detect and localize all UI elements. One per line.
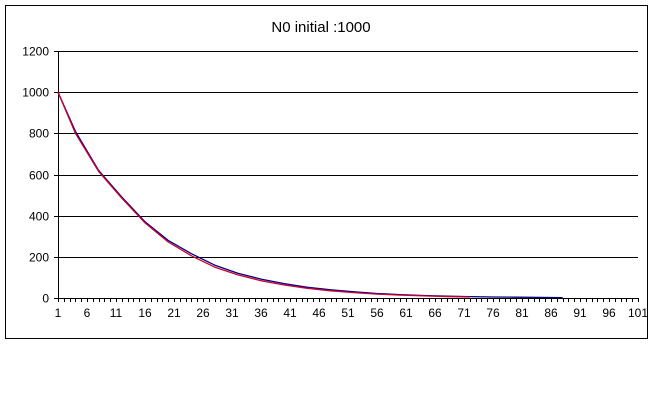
y-tick-label: 600 (29, 169, 49, 183)
x-tick-label: 16 (138, 306, 152, 320)
series-line-2 (57, 91, 470, 298)
y-tick-label: 800 (29, 127, 49, 141)
x-tick-label: 26 (196, 306, 210, 320)
chart-title: N0 initial :1000 (271, 19, 370, 36)
x-tick-label: 96 (602, 306, 616, 320)
x-tick-label: 86 (544, 306, 558, 320)
x-tick-label: 21 (167, 306, 181, 320)
x-tick-label: 61 (399, 306, 413, 320)
x-tick-label: 71 (457, 306, 471, 320)
axis-layer (54, 51, 639, 302)
chart-frame: N0 initial :1000 0 200 400 600 800 1000 1200 1 6… (5, 5, 648, 339)
x-tick-label: 91 (573, 306, 587, 320)
y-tick-label: 0 (42, 292, 49, 306)
x-tick-label: 1 (55, 306, 62, 320)
x-tick-label: 51 (341, 306, 355, 320)
x-tick-label: 11 (110, 306, 123, 320)
y-tick-label: 1000 (22, 86, 49, 100)
x-tick-label: 46 (312, 306, 326, 320)
x-tick-label: 81 (515, 306, 529, 320)
y-tick-label: 1200 (22, 45, 49, 59)
grid-layer (58, 51, 638, 258)
y-tick-label: 400 (29, 210, 49, 224)
x-tick-label: 101 (628, 306, 647, 320)
x-tick-label: 36 (254, 306, 268, 320)
series-layer (57, 91, 563, 299)
x-tick-label: 6 (84, 306, 91, 320)
x-tick-label: 31 (225, 306, 239, 320)
series-line-1 (57, 91, 563, 299)
x-tick-label: 56 (370, 306, 384, 320)
x-tick-label: 76 (486, 306, 500, 320)
x-tick-label: 41 (283, 306, 297, 320)
x-tick-label: 66 (428, 306, 442, 320)
y-tick-label: 200 (29, 251, 49, 265)
